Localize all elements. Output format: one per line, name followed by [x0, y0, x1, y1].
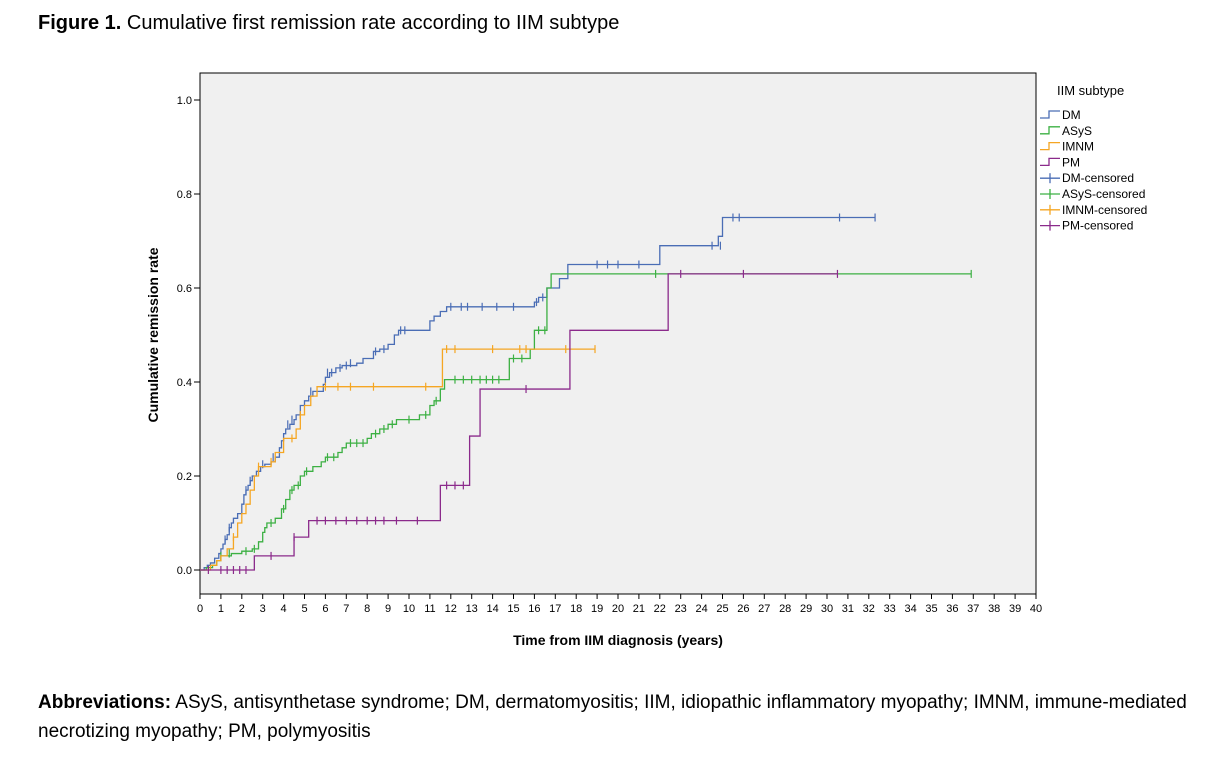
figure-caption: Figure 1. Cumulative first remission rat…: [38, 12, 619, 35]
legend-label: IMNM-censored: [1062, 203, 1147, 217]
x-tick-label: 18: [570, 603, 582, 615]
x-tick-label: 37: [967, 603, 979, 615]
legend-item-asys-censored: ASyS-censored: [1040, 187, 1145, 201]
figure-title: Cumulative first remission rate accordin…: [126, 12, 620, 34]
x-tick-label: 40: [1030, 603, 1042, 615]
x-tick-label: 1: [218, 603, 224, 615]
legend-swatch-step: [1040, 126, 1060, 135]
x-tick-label: 31: [842, 603, 854, 615]
x-tick-label: 36: [946, 603, 958, 615]
x-tick-label: 5: [301, 603, 307, 615]
x-tick-label: 16: [528, 603, 540, 615]
x-tick-label: 0: [197, 603, 203, 615]
x-tick-label: 38: [988, 603, 1000, 615]
x-tick-label: 10: [403, 603, 415, 615]
x-tick-label: 28: [779, 603, 791, 615]
legend-label: ASyS-censored: [1062, 187, 1145, 201]
legend-item-imnm-censored: IMNM-censored: [1040, 203, 1147, 217]
x-tick-label: 26: [737, 603, 749, 615]
x-tick-label: 12: [445, 603, 457, 615]
x-tick-label: 2: [239, 603, 245, 615]
series-line-imnm: [200, 348, 596, 571]
x-tick-label: 27: [758, 603, 770, 615]
x-tick-label: 15: [507, 603, 519, 615]
censor-marks-pm: [207, 269, 839, 574]
axes: 0 1 2 3 4 5 6 7 8 9 10 11 12 13 14 15 16 17 18 19 20 21 22 23 24…: [177, 95, 1042, 615]
y-tick-label: 0.8: [177, 189, 192, 201]
legend-label: PM-censored: [1062, 219, 1133, 233]
series-layer: [200, 213, 972, 574]
plot-area: [199, 72, 1037, 595]
x-tick-label: 22: [654, 603, 666, 615]
y-axis-title: Cumulative remission rate: [145, 247, 161, 422]
x-tick-label: 21: [633, 603, 645, 615]
x-tick-label: 24: [695, 603, 707, 615]
x-tick-label: 17: [549, 603, 561, 615]
censor-marks-imnm: [232, 345, 596, 542]
legend-label: DM: [1062, 108, 1081, 122]
legend-label: DM-censored: [1062, 171, 1134, 185]
legend-label: IMNM: [1062, 140, 1094, 154]
y-tick-label: 0.4: [177, 377, 192, 389]
x-tick-label: 3: [260, 603, 266, 615]
x-tick-label: 9: [385, 603, 391, 615]
x-tick-label: 30: [821, 603, 833, 615]
x-tick-label: 11: [424, 603, 435, 615]
x-tick-label: 39: [1009, 603, 1021, 615]
y-tick-label: 0.2: [177, 471, 192, 483]
censor-marks-dm: [224, 213, 876, 544]
abbreviations-note: Abbreviations: ASyS, antisynthetase synd…: [38, 688, 1188, 746]
legend-label: ASyS: [1062, 124, 1092, 138]
legend-title: IIM subtype: [1057, 83, 1124, 98]
abbreviations-text: ASyS, antisynthetase syndrome; DM, derma…: [38, 692, 1187, 742]
x-tick-label: 32: [863, 603, 875, 615]
x-tick-label: 33: [884, 603, 896, 615]
x-axis-title: Time from IIM diagnosis (years): [513, 632, 723, 648]
x-tick-label: 8: [364, 603, 370, 615]
y-tick-label: 0.0: [177, 565, 192, 577]
legend-item-imnm: IMNM: [1040, 140, 1094, 154]
legend-label: PM: [1062, 155, 1080, 169]
x-tick-label: 29: [800, 603, 812, 615]
y-tick-label: 1.0: [177, 95, 192, 107]
x-tick-label: 19: [591, 603, 603, 615]
legend-item-pm-censored: PM-censored: [1040, 219, 1133, 233]
x-tick-label: 7: [343, 603, 349, 615]
legend-item-asys: ASyS: [1040, 124, 1092, 138]
x-tick-label: 23: [675, 603, 687, 615]
abbreviations-label: Abbreviations:: [38, 692, 172, 713]
series-line-asys: [200, 273, 972, 571]
x-tick-label: 25: [716, 603, 728, 615]
x-tick-label: 4: [281, 603, 287, 615]
x-tick-label: 13: [466, 603, 478, 615]
km-chart: 0 1 2 3 4 5 6 7 8 9 10 11 12 13 14 15 16 17 18 19 20 21 22 23 24…: [145, 72, 1147, 648]
legend-swatch-step: [1040, 110, 1060, 119]
legend-swatch-step: [1040, 141, 1060, 151]
x-tick-label: 34: [904, 603, 916, 615]
x-tick-label: 20: [612, 603, 624, 615]
figure-label: Figure 1.: [38, 12, 122, 34]
y-tick-label: 0.6: [177, 283, 192, 295]
x-tick-label: 35: [925, 603, 937, 615]
legend-item-pm: PM: [1040, 155, 1080, 169]
legend-item-dm-censored: DM-censored: [1040, 171, 1134, 185]
legend-item-dm: DM: [1040, 108, 1081, 122]
x-tick-label: 14: [486, 603, 498, 615]
legend-swatch-step: [1040, 157, 1060, 167]
x-tick-label: 6: [322, 603, 328, 615]
